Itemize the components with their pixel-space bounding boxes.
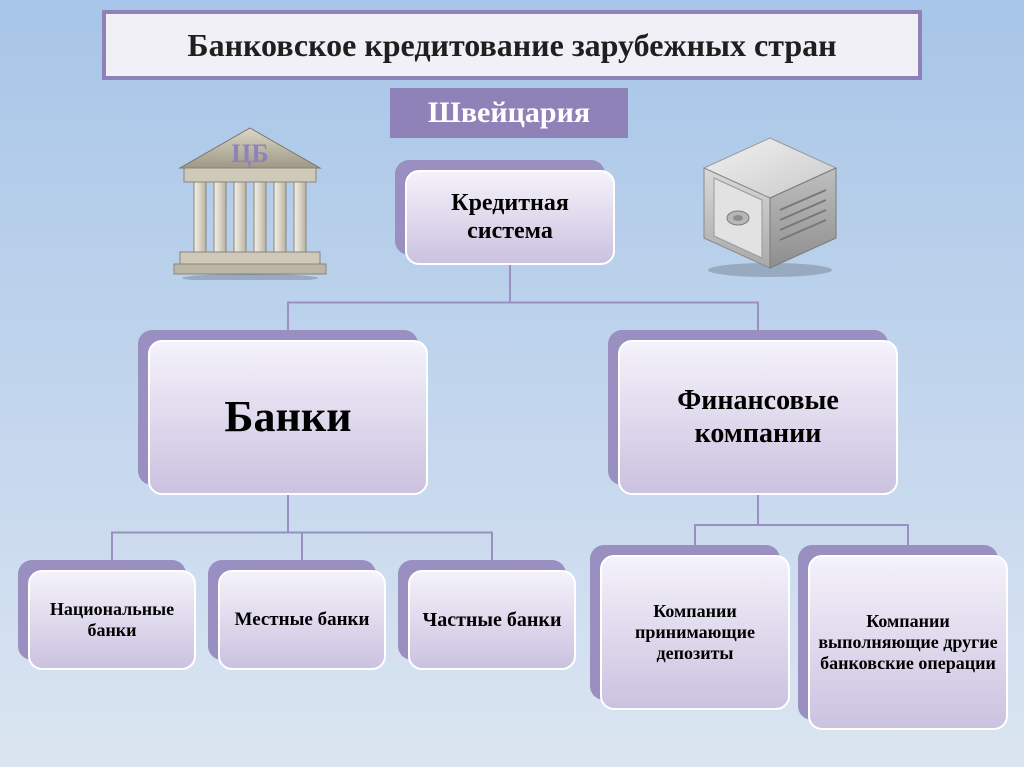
node-label-local: Местные банки xyxy=(235,609,370,631)
node-label-banks: Банки xyxy=(224,392,351,443)
subtitle-text: Швейцария xyxy=(428,96,590,130)
node-root: Кредитная система xyxy=(405,170,615,265)
node-label-root: Кредитная система xyxy=(415,190,605,245)
node-label-nat: Национальные банки xyxy=(38,599,186,640)
node-label-other: Компании выполняющие другие банковские о… xyxy=(818,611,998,673)
svg-text:ЦБ: ЦБ xyxy=(231,139,268,168)
node-label-fin: Финансовые компании xyxy=(628,385,888,449)
bank-building-icon: ЦБ xyxy=(170,120,330,280)
title-banner: Банковское кредитование зарубежных стран xyxy=(102,10,922,80)
node-priv: Частные банки xyxy=(408,570,576,670)
safe-box-icon xyxy=(690,120,850,280)
node-dep: Компании принимающие депозиты xyxy=(600,555,790,710)
node-fin: Финансовые компании xyxy=(618,340,898,495)
node-local: Местные банки xyxy=(218,570,386,670)
connector xyxy=(112,495,288,570)
node-label-priv: Частные банки xyxy=(423,609,562,632)
connector xyxy=(288,495,492,570)
node-nat: Национальные банки xyxy=(28,570,196,670)
subtitle-banner: Швейцария xyxy=(390,88,628,138)
node-banks: Банки xyxy=(148,340,428,495)
title-text: Банковское кредитование зарубежных стран xyxy=(187,27,836,64)
node-label-dep: Компании принимающие депозиты xyxy=(610,601,780,663)
node-other: Компании выполняющие другие банковские о… xyxy=(808,555,1008,730)
